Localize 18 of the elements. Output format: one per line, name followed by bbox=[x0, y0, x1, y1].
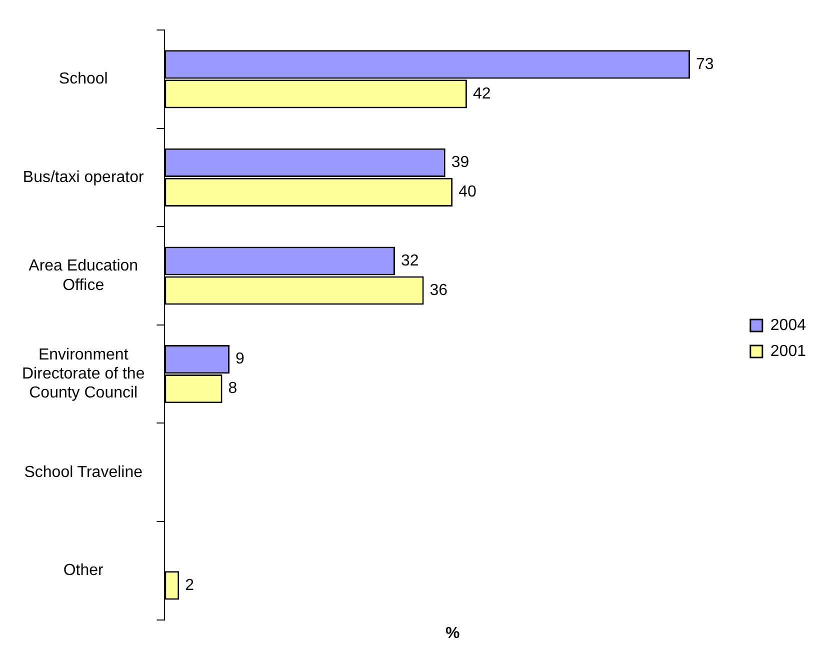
y-tick-label: Area Education Office bbox=[28, 258, 138, 294]
legend-label: 2001 bbox=[770, 342, 806, 360]
y-tick-label: School Traveline bbox=[24, 464, 143, 481]
y-tick-label: School bbox=[58, 70, 108, 88]
data-label: 42 bbox=[472, 85, 491, 102]
y-tick-label: Other bbox=[63, 562, 104, 580]
legend-label: 2004 bbox=[770, 316, 806, 334]
y-tick-label: Environment Directorate of the County Council bbox=[22, 346, 145, 402]
data-label: 39 bbox=[451, 154, 470, 172]
data-label: 36 bbox=[430, 282, 448, 299]
data-label: 9 bbox=[235, 350, 244, 368]
data-label: 32 bbox=[401, 252, 419, 270]
data-label: 40 bbox=[458, 184, 476, 201]
data-label: 8 bbox=[228, 380, 238, 398]
data-label: 73 bbox=[696, 56, 714, 73]
data-label: 2 bbox=[185, 576, 194, 594]
y-tick-label: Bus/taxi operator bbox=[22, 168, 145, 186]
x-axis-title: % bbox=[445, 624, 460, 642]
